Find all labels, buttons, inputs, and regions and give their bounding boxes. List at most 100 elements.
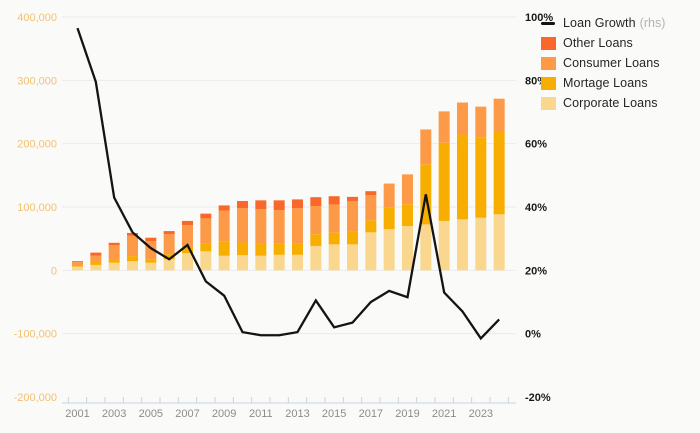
bar-segment-mortage-loans-2001: [71, 264, 83, 267]
x-axis-label: 2001: [65, 408, 89, 420]
bar-segment-other-loans-2017: [365, 191, 377, 196]
left-axis-label: 100,000: [17, 202, 57, 214]
bar-segment-consumer-loans-2001: [71, 262, 83, 265]
color-swatch-icon: [541, 56, 556, 70]
bar-segment-corporate-loans-2021: [438, 220, 450, 271]
bar-segment-other-loans-2015: [328, 196, 340, 205]
bar-segment-other-loans-2011: [255, 200, 267, 210]
bar-segment-corporate-loans-2014: [310, 245, 322, 271]
bar-segment-other-loans-2013: [291, 199, 303, 209]
bar-segment-corporate-loans-2002: [90, 264, 102, 271]
x-axis-label: 2017: [359, 408, 383, 420]
bar-segment-mortage-loans-2019: [401, 204, 413, 226]
bar-segment-consumer-loans-2018: [383, 183, 395, 208]
bar-segment-consumer-loans-2016: [346, 200, 358, 232]
line-sample-icon: [541, 17, 556, 30]
bar-segment-other-loans-2004: [126, 232, 138, 236]
bar-segment-corporate-loans-2020: [420, 224, 432, 271]
bar-segment-mortage-loans-2007: [181, 247, 193, 254]
bar-segment-mortage-loans-2015: [328, 232, 340, 245]
x-axis-label: 2003: [102, 408, 126, 420]
bar-segment-mortage-loans-2010: [236, 242, 248, 256]
bar-segment-consumer-loans-2008: [200, 218, 212, 244]
legend-label: Consumer Loans: [563, 56, 660, 70]
bar-segment-corporate-loans-2019: [401, 225, 413, 271]
legend-item-mortage-loans: Mortage Loans: [541, 76, 665, 90]
bar-segment-corporate-loans-2024: [493, 214, 505, 271]
bar-segment-consumer-loans-2005: [145, 241, 157, 260]
x-axis-label: 2005: [139, 408, 163, 420]
bar-segment-corporate-loans-2012: [273, 254, 285, 271]
bar-segment-other-loans-2016: [346, 196, 358, 201]
color-swatch-icon: [541, 96, 556, 110]
bar-segment-consumer-loans-2004: [126, 235, 138, 257]
x-axis-label: 2013: [285, 408, 309, 420]
bar-segment-corporate-loans-2001: [71, 266, 83, 271]
bar-segment-corporate-loans-2006: [163, 259, 175, 271]
bar-segment-mortage-loans-2024: [493, 130, 505, 215]
x-axis-label: 2015: [322, 408, 346, 420]
bar-segment-mortage-loans-2021: [438, 142, 450, 221]
bar-segment-consumer-loans-2024: [493, 98, 505, 131]
bar-segment-corporate-loans-2023: [475, 217, 487, 271]
right-axis-label: 60%: [525, 139, 547, 151]
left-axis-label: 0: [51, 265, 57, 277]
right-axis-label: 100%: [525, 12, 553, 24]
x-axis-label: 2011: [249, 408, 273, 420]
bar-segment-mortage-loans-2023: [475, 137, 487, 218]
bar-segment-consumer-loans-2022: [456, 102, 468, 135]
legend-label: Mortage Loans: [563, 76, 648, 90]
legend-item-consumer-loans: Consumer Loans: [541, 56, 665, 70]
x-axis-label: 2021: [432, 408, 456, 420]
bar-segment-mortage-loans-2016: [346, 231, 358, 245]
bar-segment-mortage-loans-2022: [456, 134, 468, 220]
legend-label: Corporate Loans: [563, 96, 658, 110]
bar-segment-other-loans-2005: [145, 237, 157, 242]
legend-label: Other Loans: [563, 36, 633, 50]
bar-segment-consumer-loans-2006: [163, 234, 175, 255]
right-axis-label: 20%: [525, 265, 547, 277]
bar-segment-consumer-loans-2015: [328, 204, 340, 233]
x-axis-label: 2019: [395, 408, 419, 420]
bar-segment-corporate-loans-2010: [236, 255, 248, 271]
bar-segment-mortage-loans-2003: [108, 259, 120, 263]
bar-segment-corporate-loans-2005: [145, 262, 157, 271]
bar-segment-other-loans-2007: [181, 220, 193, 226]
legend-item-corporate-loans: Corporate Loans: [541, 96, 665, 110]
legend-item-other-loans: Other Loans: [541, 36, 665, 50]
bar-segment-corporate-loans-2011: [255, 255, 267, 271]
bar-segment-mortage-loans-2014: [310, 234, 322, 246]
bar-segment-mortage-loans-2006: [163, 254, 175, 260]
bar-segment-corporate-loans-2015: [328, 244, 340, 271]
bar-segment-consumer-loans-2021: [438, 111, 450, 143]
bar-segment-other-loans-2009: [218, 205, 230, 211]
left-axis-label: 200,000: [17, 139, 57, 151]
x-axis-label: 2023: [469, 408, 493, 420]
bar-segment-mortage-loans-2012: [273, 243, 285, 255]
bar-segment-corporate-loans-2009: [218, 255, 230, 271]
bar-segment-consumer-loans-2023: [475, 106, 487, 138]
legend-suffix: (rhs): [639, 16, 666, 30]
x-axis-label: 2009: [212, 408, 236, 420]
legend-label: Loan Growth: [563, 16, 636, 30]
chart-legend: Loan Growth (rhs) Other Loans Consumer Loan…: [541, 16, 665, 110]
bar-segment-corporate-loans-2016: [346, 244, 358, 271]
bar-segment-mortage-loans-2011: [255, 243, 267, 256]
bar-segment-consumer-loans-2019: [401, 174, 413, 205]
bar-segment-mortage-loans-2002: [90, 261, 102, 265]
bar-segment-consumer-loans-2014: [310, 206, 322, 235]
bar-segment-mortage-loans-2005: [145, 259, 157, 263]
bar-segment-other-loans-2002: [90, 252, 102, 256]
bar-segment-consumer-loans-2013: [291, 208, 303, 244]
x-axis-label: 2007: [175, 408, 199, 420]
bar-segment-corporate-loans-2003: [108, 262, 120, 271]
left-axis-label: 400,000: [17, 12, 57, 24]
bar-segment-other-loans-2014: [310, 197, 322, 207]
bar-segment-corporate-loans-2007: [181, 253, 193, 271]
bar-segment-corporate-loans-2013: [291, 254, 303, 271]
bar-segment-mortage-loans-2013: [291, 243, 303, 255]
color-swatch-icon: [541, 36, 556, 50]
bar-segment-consumer-loans-2011: [255, 209, 267, 244]
